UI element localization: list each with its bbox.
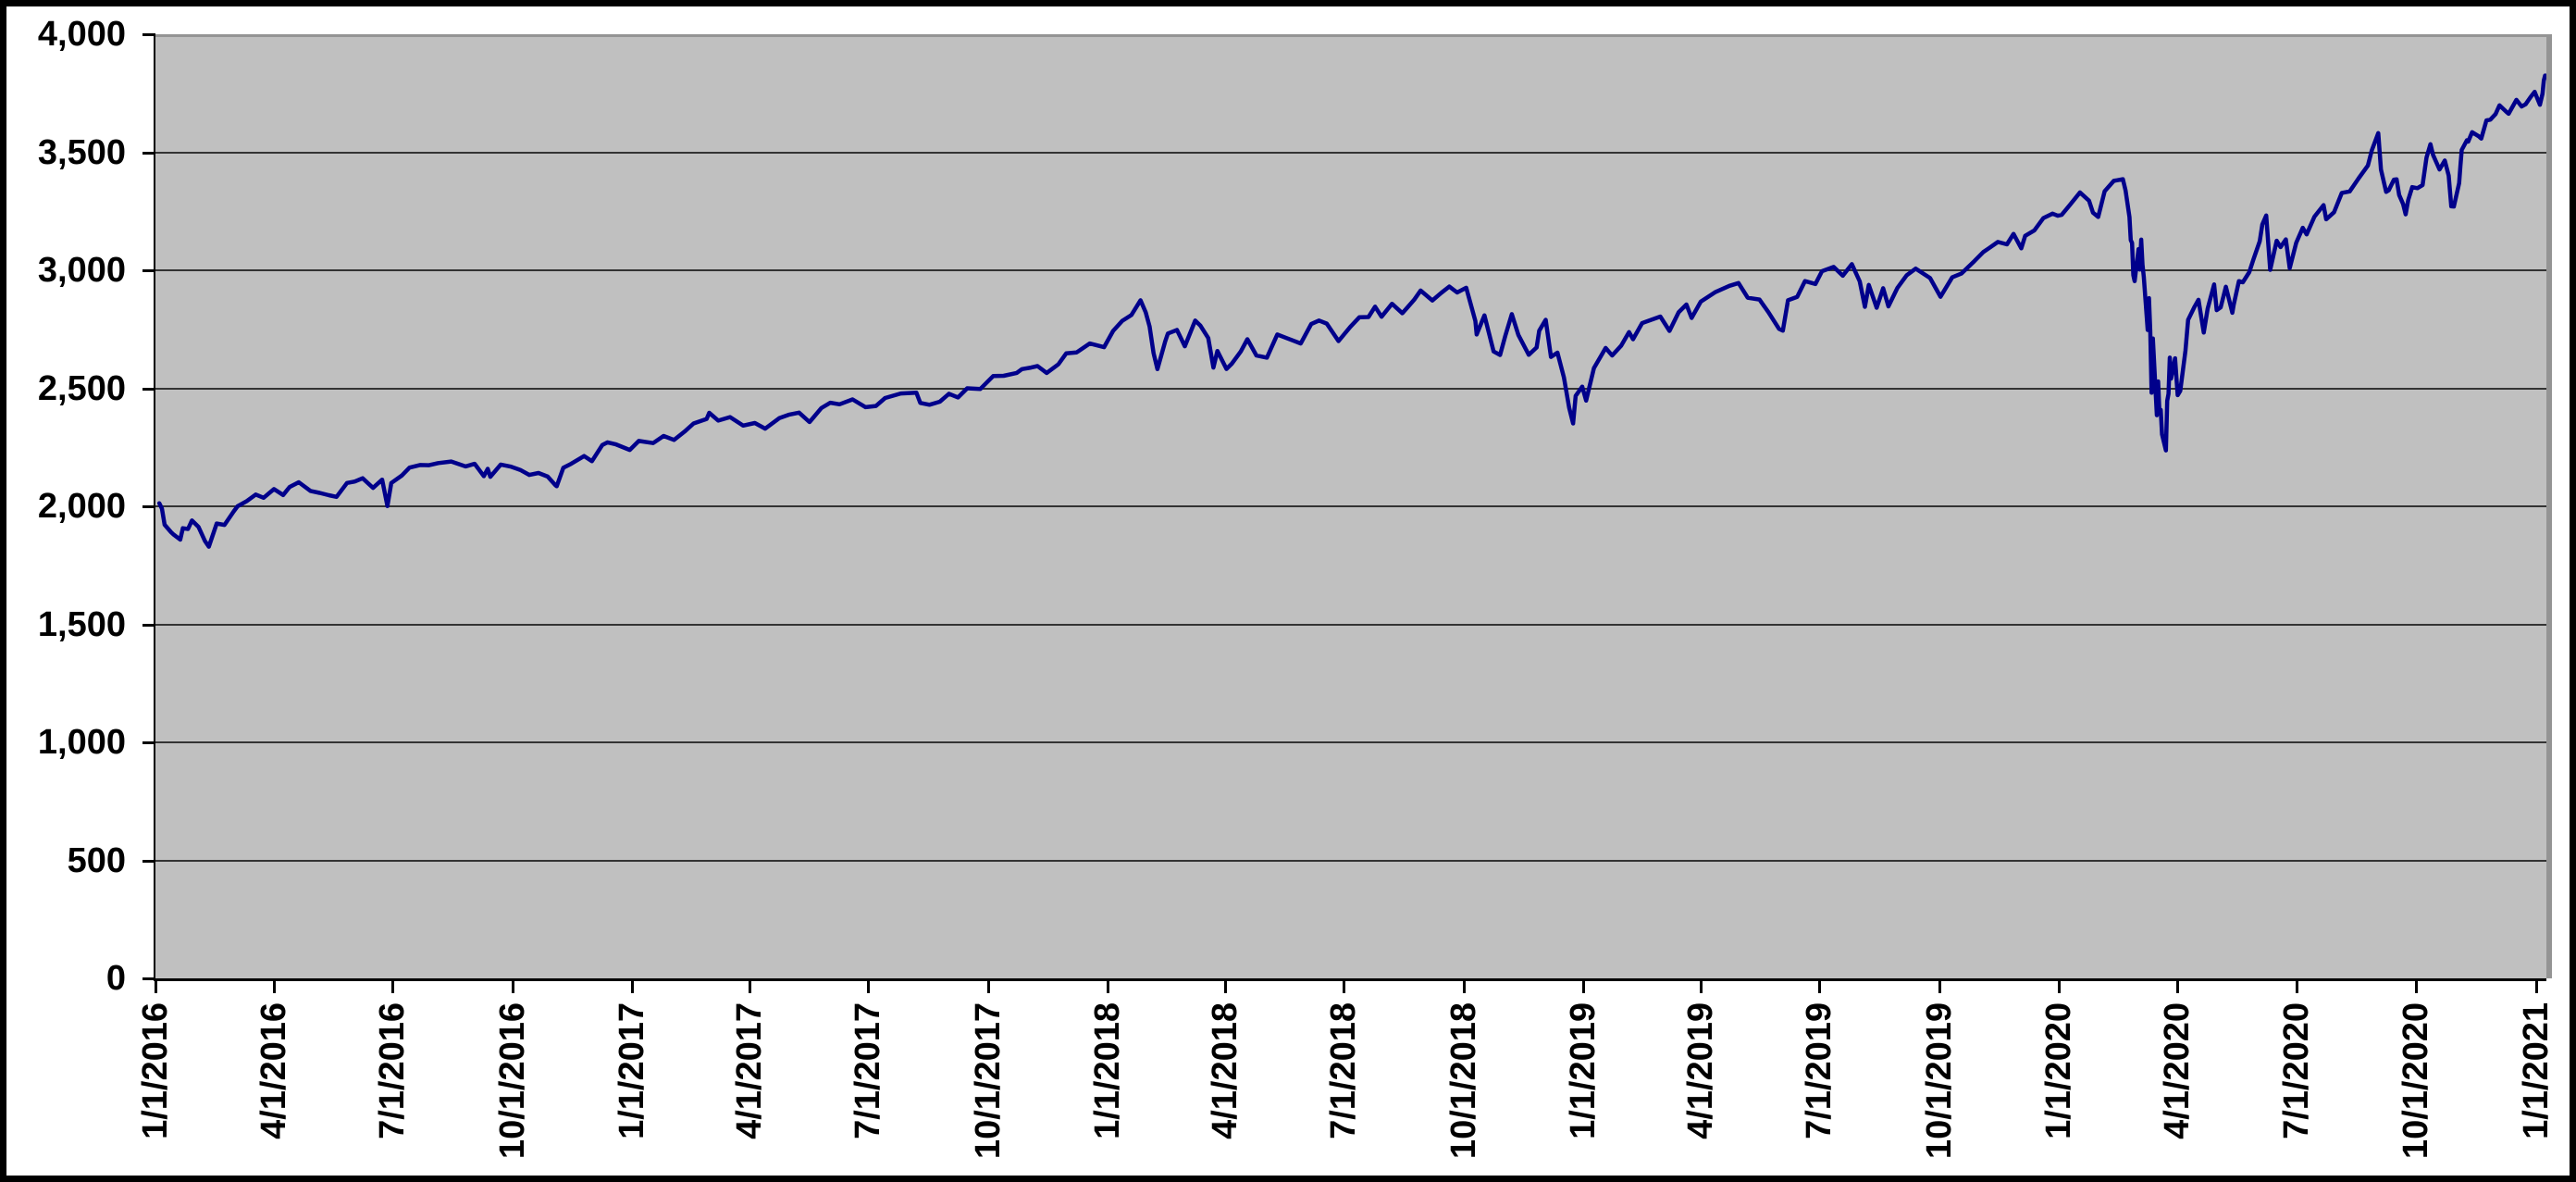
y-axis-label: 500	[67, 840, 126, 880]
x-axis-tick	[1224, 978, 1228, 993]
x-axis-tick	[749, 978, 752, 993]
y-axis-tick	[142, 269, 155, 272]
x-axis-tick	[273, 978, 277, 993]
y-axis-label: 0	[105, 959, 126, 998]
y-axis-label: 2,000	[37, 487, 126, 526]
y-axis-label: 3,000	[37, 251, 126, 290]
y-axis-label: 4,000	[37, 15, 126, 54]
price-line	[156, 73, 2546, 549]
x-axis-tick	[511, 978, 514, 993]
x-axis-tick	[986, 978, 990, 993]
x-axis-tick	[1938, 978, 1941, 993]
y-axis-tick	[142, 859, 155, 863]
y-axis-tick	[142, 151, 155, 155]
y-axis-label: 1,000	[37, 723, 126, 762]
y-axis-tick	[142, 505, 155, 508]
x-axis-tick	[2534, 978, 2538, 993]
x-axis-tick	[1818, 978, 1822, 993]
gridline	[155, 387, 2546, 390]
gridline	[155, 623, 2546, 626]
x-axis-tick	[867, 978, 871, 993]
gridline	[155, 859, 2546, 862]
y-axis-label: 2,500	[37, 368, 126, 408]
x-axis-tick	[1582, 978, 1586, 993]
x-axis-tick	[1462, 978, 1466, 993]
gridline	[155, 505, 2546, 507]
gridline	[155, 741, 2546, 743]
y-axis-tick	[142, 977, 155, 980]
price-line-chart	[156, 73, 2546, 549]
x-axis-tick	[1700, 978, 1703, 993]
x-axis-tick	[391, 978, 395, 993]
y-axis-tick	[142, 33, 155, 36]
gridline	[155, 151, 2546, 154]
plot-border-top	[155, 34, 2552, 37]
gridline	[155, 269, 2546, 271]
y-axis-tick	[142, 387, 155, 391]
x-axis-tick	[2415, 978, 2419, 993]
x-axis-tick	[155, 978, 157, 993]
x-axis-tick	[1107, 978, 1110, 993]
y-axis-tick	[142, 741, 155, 744]
x-axis-tick	[1343, 978, 1346, 993]
y-axis-label: 1,500	[37, 604, 126, 644]
x-axis-tick	[631, 978, 635, 993]
y-axis-label: 3,500	[37, 132, 126, 172]
x-axis-tick	[2295, 978, 2298, 993]
plot-border-right	[2546, 34, 2552, 978]
y-axis-tick	[142, 623, 155, 627]
x-axis-line	[154, 978, 2546, 981]
x-axis-tick	[2176, 978, 2180, 993]
x-axis-tick	[2058, 978, 2062, 993]
